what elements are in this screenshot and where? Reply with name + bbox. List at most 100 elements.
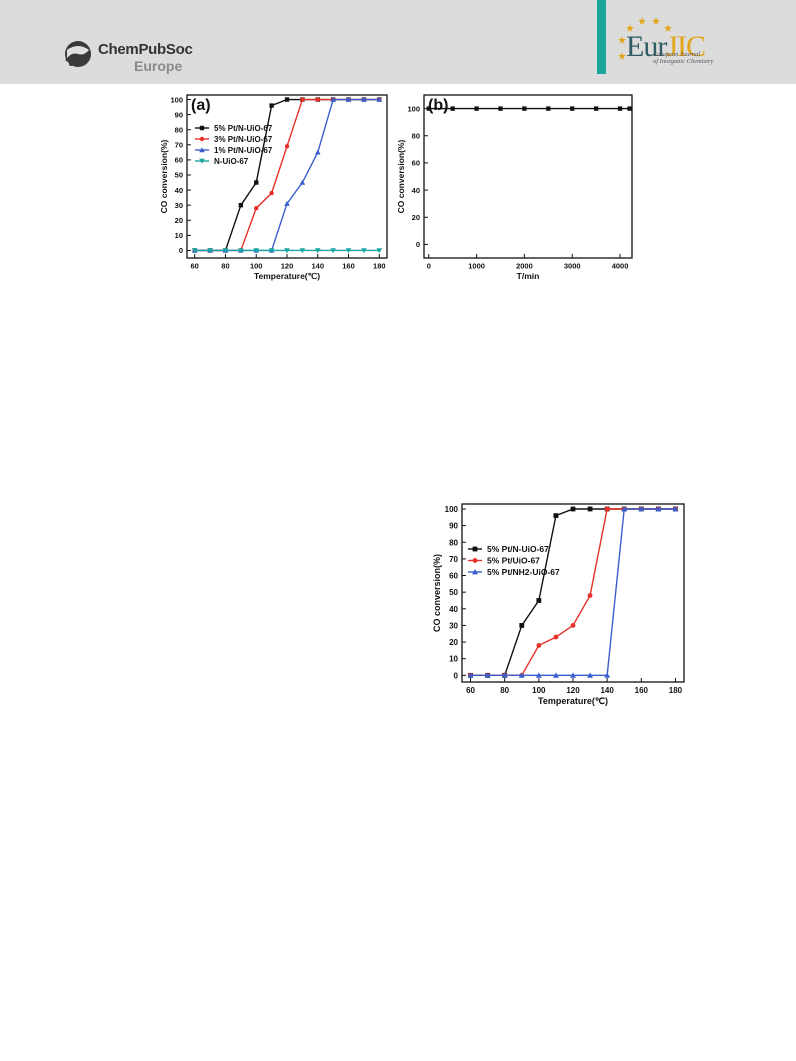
plot-frame [461, 503, 685, 683]
y-tick-label: 60 [449, 572, 458, 581]
data-point [268, 248, 275, 254]
y-tick-label: 20 [175, 216, 183, 225]
data-point [535, 672, 542, 678]
x-tick-label: 160 [342, 262, 355, 271]
x-tick-label: 100 [532, 686, 546, 695]
x-tick-label: 120 [281, 262, 294, 271]
page-header: ChemPubSoc Europe EurJIC European Journa… [0, 0, 796, 84]
data-point [553, 513, 559, 519]
data-point [345, 248, 352, 254]
x-tick-label: 140 [312, 262, 325, 271]
y-tick-label: 80 [175, 125, 183, 134]
y-tick-label: 60 [175, 156, 183, 165]
data-point [570, 672, 576, 678]
data-point [376, 248, 383, 254]
publisher-name: ChemPubSoc [98, 41, 193, 58]
data-point [587, 672, 594, 678]
y-tick-label: 80 [449, 538, 458, 547]
y-tick-label: 10 [175, 231, 183, 240]
journal-full-line2: of Inorganic Chemistry [653, 58, 714, 65]
y-tick-label: 40 [449, 605, 458, 614]
y-tick-label: 0 [179, 246, 183, 255]
data-point [518, 672, 525, 678]
data-point [498, 106, 503, 111]
y-tick-label: 70 [449, 555, 458, 564]
data-point [330, 96, 336, 102]
series-line [194, 98, 380, 252]
journal-wordmark-eur: Eur [626, 30, 667, 63]
publisher-region: Europe [134, 58, 183, 74]
chempubsoc-logo: ChemPubSoc Europe [62, 38, 252, 78]
data-point [254, 180, 259, 185]
data-point [315, 97, 320, 102]
data-point [553, 634, 559, 640]
data-point [299, 248, 306, 254]
legend-marker [199, 136, 205, 142]
data-point [284, 248, 290, 254]
data-point [238, 202, 244, 208]
legend-marker [199, 125, 205, 131]
data-point [207, 248, 213, 254]
data-point [299, 179, 306, 185]
plot-frame [186, 94, 388, 259]
legend-entry: 1% Pt/N-UiO-67 [214, 146, 273, 155]
data-point [269, 190, 274, 196]
series-4 [191, 248, 383, 254]
data-point [587, 506, 593, 512]
legend-entry: 5% Pt/N-UiO-67 [487, 544, 549, 554]
y-tick-label: 0 [454, 671, 459, 680]
y-tick-label: 10 [449, 655, 458, 664]
data-point [361, 248, 367, 254]
y-tick-label: 90 [175, 110, 183, 119]
data-point [474, 106, 479, 111]
data-point [254, 205, 259, 211]
data-point [519, 623, 525, 628]
data-point [484, 672, 491, 678]
chart-c: 60 80 100 120 140 160 180 0 10 20 30 40 50 60 70 80 90 10… [432, 503, 685, 706]
data-point [238, 248, 244, 254]
data-point [191, 248, 198, 254]
globe-icon [65, 41, 91, 67]
data-point [314, 149, 321, 155]
x-axis-label: Temperature(℃) [538, 696, 608, 706]
data-point [426, 106, 431, 111]
y-tick-label: 50 [449, 588, 458, 597]
y-tick-label: 50 [175, 171, 183, 180]
y-tick-label: 30 [175, 201, 183, 210]
x-tick-label: 180 [373, 262, 386, 271]
series-line [194, 98, 380, 252]
chart-a: 60 80 100 120 140 160 180 0 10 20 30 40 50 60 70 80 90 10… [159, 94, 388, 281]
header-accent-bar [597, 0, 606, 74]
data-point [314, 248, 321, 254]
y-tick-label: 100 [445, 505, 459, 514]
data-point [570, 106, 575, 111]
x-tick-label: 1000 [468, 262, 485, 271]
data-point [604, 672, 611, 678]
series-line [470, 508, 676, 677]
x-tick-label: 180 [669, 686, 683, 695]
x-axis-label: Temperature(℃) [254, 271, 320, 281]
series-line [470, 508, 676, 677]
data-point [284, 144, 290, 149]
y-tick-label: 70 [175, 141, 183, 150]
y-axis-label: CO conversion(%) [432, 554, 442, 632]
x-tick-label: 3000 [564, 262, 581, 271]
plot-frame [423, 94, 633, 259]
data-point [361, 96, 367, 102]
data-point [222, 248, 229, 254]
legend-entry: 5% Pt/N-UiO-67 [214, 124, 273, 133]
data-point [546, 106, 551, 111]
data-point [570, 623, 576, 628]
panel-label: (b) [428, 97, 448, 114]
data-point [617, 106, 623, 111]
data-point [627, 106, 632, 111]
series-1 [192, 97, 382, 253]
data-point [587, 593, 593, 598]
y-tick-label: 0 [416, 240, 420, 249]
data-point [638, 505, 645, 512]
legend: 5% Pt/N-UiO-67 3% Pt/N-UiO-67 1% Pt/N-UiO-… [195, 124, 273, 166]
journal-full-line1: European Journal [653, 51, 701, 58]
eurjic-logo: EurJIC European Journal of Inorganic Che… [616, 12, 766, 78]
series-line [194, 98, 380, 252]
legend-marker [472, 546, 478, 552]
